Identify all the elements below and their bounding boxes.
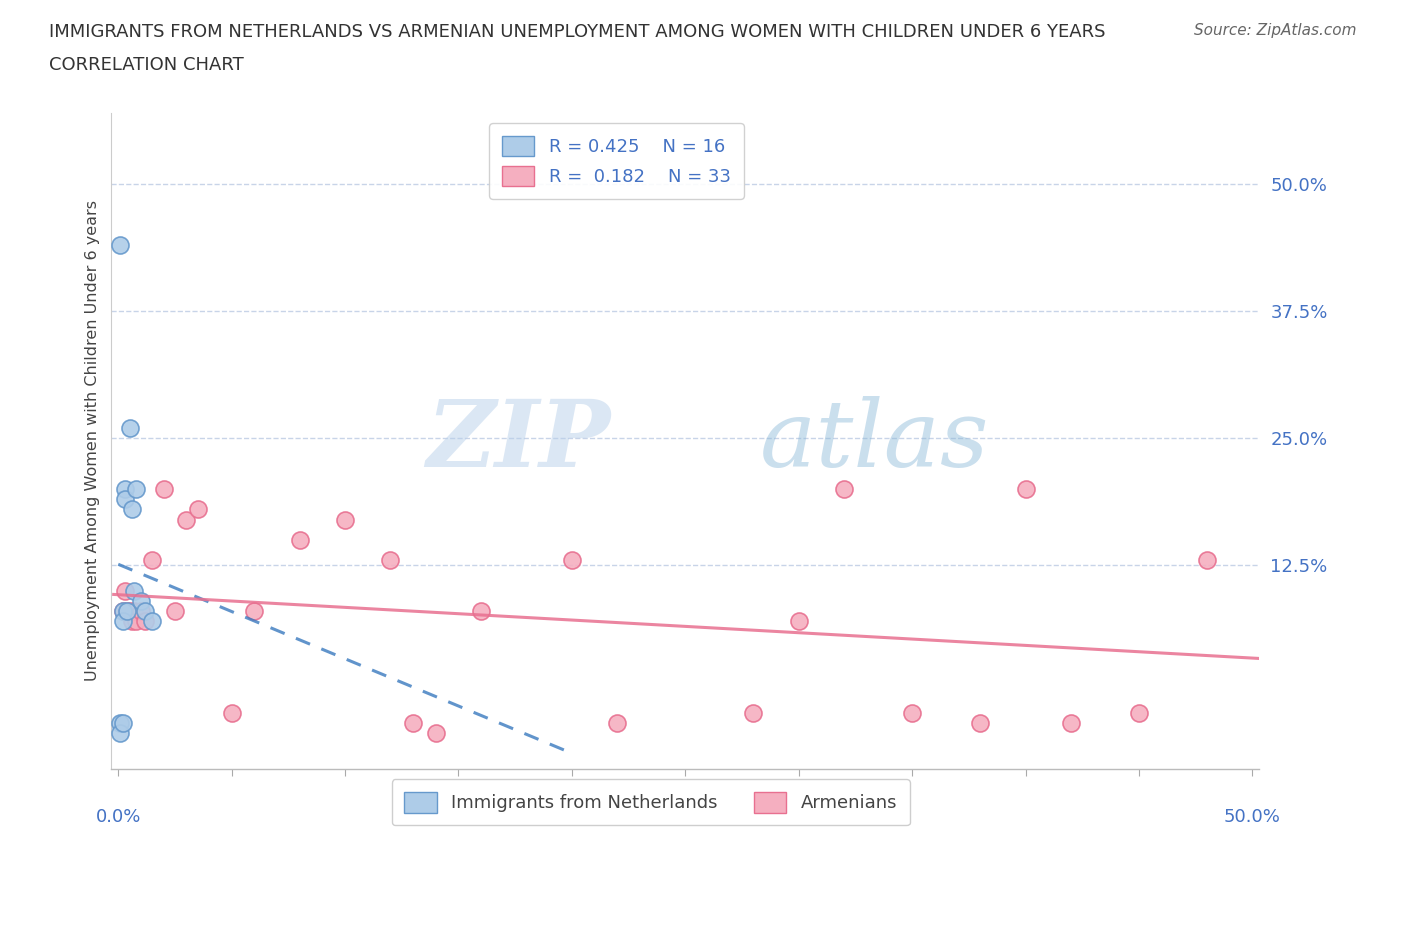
Point xyxy=(121,614,143,629)
Point xyxy=(111,614,134,629)
Point xyxy=(243,604,266,618)
Point xyxy=(606,715,628,730)
Point xyxy=(901,705,924,720)
Point xyxy=(122,604,145,618)
Point xyxy=(111,604,134,618)
Point xyxy=(787,614,810,629)
Text: ZIP: ZIP xyxy=(426,395,610,485)
Point xyxy=(117,604,139,618)
Text: atlas: atlas xyxy=(759,395,990,485)
Point xyxy=(742,705,765,720)
Point xyxy=(1128,705,1150,720)
Point xyxy=(333,512,356,527)
Point xyxy=(129,604,152,618)
Point xyxy=(134,614,156,629)
Point xyxy=(141,614,163,629)
Text: CORRELATION CHART: CORRELATION CHART xyxy=(49,56,245,73)
Point xyxy=(111,604,134,618)
Point xyxy=(1060,715,1083,730)
Point xyxy=(832,482,855,497)
Point xyxy=(174,512,197,527)
Point xyxy=(425,725,447,740)
Text: Source: ZipAtlas.com: Source: ZipAtlas.com xyxy=(1194,23,1357,38)
Text: 0.0%: 0.0% xyxy=(96,807,141,826)
Point xyxy=(141,552,163,567)
Point xyxy=(110,715,132,730)
Point xyxy=(470,604,492,618)
Point xyxy=(114,492,136,507)
Point xyxy=(111,715,134,730)
Point xyxy=(129,593,152,608)
Point xyxy=(125,482,148,497)
Point xyxy=(561,552,583,567)
Point xyxy=(969,715,991,730)
Text: 50.0%: 50.0% xyxy=(1225,807,1281,826)
Point xyxy=(118,604,141,618)
Point xyxy=(221,705,243,720)
Point xyxy=(121,502,143,517)
Text: IMMIGRANTS FROM NETHERLANDS VS ARMENIAN UNEMPLOYMENT AMONG WOMEN WITH CHILDREN U: IMMIGRANTS FROM NETHERLANDS VS ARMENIAN … xyxy=(49,23,1105,41)
Point xyxy=(288,532,311,547)
Point xyxy=(152,482,174,497)
Point xyxy=(110,237,132,252)
Point xyxy=(122,583,145,598)
Point xyxy=(163,604,186,618)
Point xyxy=(134,604,156,618)
Point xyxy=(114,583,136,598)
Point xyxy=(125,614,148,629)
Point xyxy=(114,482,136,497)
Point xyxy=(187,502,209,517)
Point xyxy=(1197,552,1219,567)
Point xyxy=(402,715,425,730)
Point xyxy=(380,552,402,567)
Point xyxy=(117,604,139,618)
Point xyxy=(110,725,132,740)
Y-axis label: Unemployment Among Women with Children Under 6 years: Unemployment Among Women with Children U… xyxy=(86,200,100,681)
Point xyxy=(1014,482,1036,497)
Point xyxy=(118,420,141,435)
Legend: Immigrants from Netherlands, Armenians: Immigrants from Netherlands, Armenians xyxy=(392,779,910,825)
